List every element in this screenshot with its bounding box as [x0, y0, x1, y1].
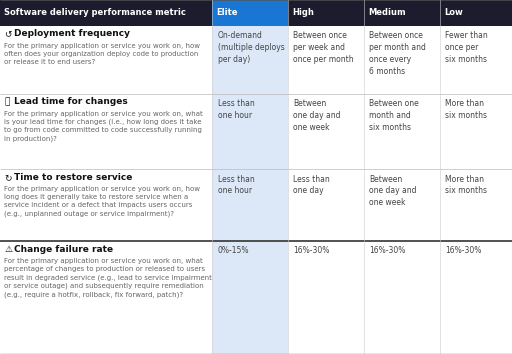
Bar [212, 241, 288, 354]
Bar [440, 94, 512, 169]
Bar [0, 26, 212, 94]
Bar [0, 241, 212, 354]
Text: ↻: ↻ [4, 173, 12, 182]
Bar [364, 241, 440, 354]
Bar [440, 241, 512, 354]
Bar [440, 26, 512, 94]
Bar [212, 0, 288, 26]
Text: 16%-30%: 16%-30% [293, 246, 330, 255]
Bar [288, 241, 364, 354]
Bar [364, 26, 440, 94]
Text: Less than
one day: Less than one day [293, 175, 330, 195]
Text: For the primary application or service you work on, what
percentage of changes t: For the primary application or service y… [4, 258, 212, 298]
Text: 16%-30%: 16%-30% [445, 246, 481, 255]
Bar [0, 169, 212, 241]
Text: For the primary application or service you work on, what
is your lead time for c: For the primary application or service y… [4, 111, 203, 142]
Bar [364, 94, 440, 169]
Text: Less than
one hour: Less than one hour [218, 99, 254, 120]
Text: For the primary application or service you work on, how
often does your organiza: For the primary application or service y… [4, 43, 200, 65]
Bar [288, 94, 364, 169]
Text: High: High [292, 8, 314, 17]
Text: Lead time for changes: Lead time for changes [14, 97, 128, 106]
Text: ⚠: ⚠ [4, 245, 12, 253]
Text: 16%-30%: 16%-30% [369, 246, 406, 255]
Text: Medium: Medium [368, 8, 406, 17]
Text: ↺: ↺ [4, 29, 12, 38]
Text: Deployment frequency: Deployment frequency [14, 29, 131, 38]
Text: Between
one day and
one week: Between one day and one week [293, 99, 341, 132]
Bar [0, 0, 512, 26]
Text: Between once
per week and
once per month: Between once per week and once per month [293, 31, 354, 64]
Bar [288, 26, 364, 94]
Text: ⌛: ⌛ [4, 97, 9, 106]
Bar [440, 169, 512, 241]
Bar [212, 26, 288, 94]
Text: Fewer than
once per
six months: Fewer than once per six months [445, 31, 487, 64]
Text: Between one
month and
six months: Between one month and six months [369, 99, 419, 132]
Text: Elite: Elite [217, 8, 238, 17]
Text: More than
six months: More than six months [445, 99, 487, 120]
Bar [212, 169, 288, 241]
Text: 0%-15%: 0%-15% [218, 246, 249, 255]
Text: For the primary application or service you work on, how
long does it generally t: For the primary application or service y… [4, 186, 200, 217]
Text: Less than
one hour: Less than one hour [218, 175, 254, 195]
Bar [288, 169, 364, 241]
Text: On-demand
(multiple deploys
per day): On-demand (multiple deploys per day) [218, 31, 284, 64]
Text: Low: Low [444, 8, 463, 17]
Bar [0, 94, 212, 169]
Text: Between
one day and
one week: Between one day and one week [369, 175, 417, 207]
Text: Between once
per month and
once every
6 months: Between once per month and once every 6 … [369, 31, 426, 75]
Text: Change failure rate: Change failure rate [14, 245, 114, 253]
Text: Time to restore service: Time to restore service [14, 173, 133, 182]
Text: More than
six months: More than six months [445, 175, 487, 195]
Bar [364, 169, 440, 241]
Bar [212, 94, 288, 169]
Text: Software delivery performance metric: Software delivery performance metric [4, 8, 186, 17]
